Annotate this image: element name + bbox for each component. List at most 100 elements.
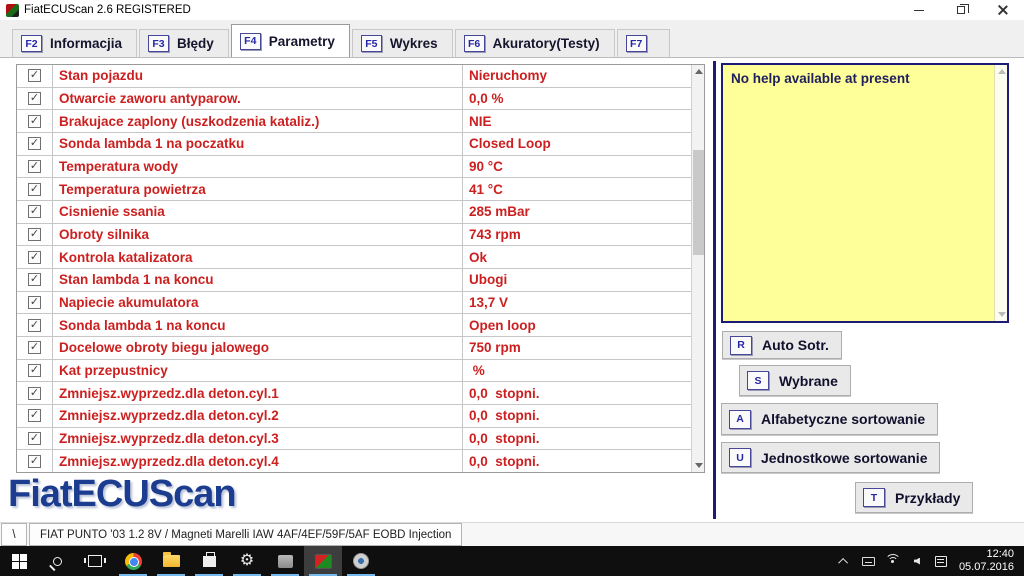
table-row[interactable]: ✓ Kontrola katalizatora Ok	[17, 246, 691, 270]
table-row[interactable]: ✓ Brakujace zaplony (uszkodzenia kataliz…	[17, 110, 691, 134]
taskbar-store[interactable]	[190, 546, 228, 576]
parameter-value: Ok	[469, 249, 488, 265]
row-checkbox[interactable]: ✓	[28, 273, 41, 287]
row-checkbox[interactable]: ✓	[28, 137, 41, 151]
parameter-value: 41 °C	[469, 181, 503, 197]
row-checkbox[interactable]: ✓	[28, 205, 41, 219]
keyboard-icon[interactable]	[857, 546, 881, 576]
task-view-button[interactable]	[76, 546, 114, 576]
table-row[interactable]: ✓ Zmniejsz.wyprzedz.dla deton.cyl.4 0,0 …	[17, 450, 691, 473]
row-checkbox[interactable]: ✓	[28, 341, 41, 355]
row-checkbox[interactable]: ✓	[28, 364, 41, 378]
auto-sort-button[interactable]: R Auto Sotr.	[722, 331, 842, 359]
taskbar-gray-app[interactable]	[266, 546, 304, 576]
table-row[interactable]: ✓ Stan lambda 1 na koncu Ubogi	[17, 269, 691, 292]
scroll-down-icon[interactable]	[692, 459, 705, 472]
row-checkbox[interactable]: ✓	[28, 318, 41, 332]
row-checkbox[interactable]: ✓	[28, 409, 41, 423]
panel-splitter	[713, 61, 716, 519]
close-button[interactable]	[982, 0, 1024, 20]
minimize-button[interactable]	[898, 0, 940, 20]
row-checkbox[interactable]: ✓	[28, 454, 41, 468]
restore-button[interactable]	[940, 0, 982, 20]
gear-icon: ⚙	[239, 552, 255, 569]
disc-icon	[353, 553, 369, 569]
tab-informacja[interactable]: F2 Informacjia	[12, 29, 138, 57]
alphabetical-sort-button[interactable]: A Alfabetyczne sortowanie	[721, 403, 939, 435]
start-button[interactable]	[0, 546, 38, 576]
scrollbar-thumb[interactable]	[693, 150, 704, 255]
table-row[interactable]: ✓ Napiecie akumulatora 13,7 V	[17, 291, 691, 315]
tab-wykres[interactable]: F5 Wykres	[351, 29, 453, 57]
unit-sort-button[interactable]: U Jednostkowe sortowanie	[721, 442, 941, 473]
row-checkbox[interactable]: ✓	[28, 386, 41, 400]
taskbar-media-app[interactable]	[342, 546, 380, 576]
row-checkbox[interactable]: ✓	[28, 182, 41, 196]
parameter-table: ✓ Stan pojazdu Nieruchomy ✓ Otwarcie zaw…	[16, 64, 705, 473]
button-label: Przykłady	[895, 489, 961, 506]
taskbar: ⚙ 12:40 05.07.2016	[0, 546, 1024, 576]
table-scrollbar[interactable]	[691, 65, 704, 472]
checkbox-cell: ✓	[17, 110, 53, 133]
volume-icon[interactable]	[905, 546, 929, 576]
tab-parametry[interactable]: F4 Parametry	[230, 24, 350, 57]
taskbar-fiatecuscan[interactable]	[304, 546, 342, 576]
parameter-name: Kontrola katalizatora	[53, 246, 463, 269]
taskbar-clock[interactable]: 12:40 05.07.2016	[953, 546, 1024, 576]
button-label: Auto Sotr.	[762, 337, 829, 353]
table-row[interactable]: ✓ Temperatura wody 90 °C	[17, 155, 691, 179]
examples-button[interactable]: T Przykłady	[855, 482, 974, 513]
status-bar: \ FIAT PUNTO '03 1.2 8V / Magneti Marell…	[0, 522, 1024, 546]
row-checkbox[interactable]: ✓	[28, 92, 41, 105]
table-row[interactable]: ✓ Obroty silnika 743 rpm	[17, 223, 691, 247]
table-row[interactable]: ✓ Stan pojazdu Nieruchomy	[17, 65, 691, 88]
table-row[interactable]: ✓ Otwarcie zaworu antyparow. 0,0 %	[17, 87, 691, 111]
selected-button[interactable]: S Wybrane	[739, 365, 851, 396]
checkbox-cell: ✓	[17, 269, 53, 291]
taskbar-settings[interactable]: ⚙	[228, 546, 266, 576]
help-scrollbar[interactable]	[994, 65, 1007, 321]
action-center-icon[interactable]	[929, 546, 953, 576]
help-scroll-down-icon[interactable]	[995, 308, 1008, 321]
table-row[interactable]: ✓ Sonda lambda 1 na koncu Open loop	[17, 314, 691, 338]
parameter-name: Napiecie akumulatora	[53, 291, 463, 314]
parameter-value: 0,0 stopni.	[469, 453, 540, 469]
status-drive: \	[1, 523, 27, 546]
row-checkbox[interactable]: ✓	[28, 228, 41, 242]
table-row[interactable]: ✓ Temperatura powietrza 41 °C	[17, 178, 691, 202]
taskbar-chrome[interactable]	[114, 546, 152, 576]
table-row[interactable]: ✓ Zmniejsz.wyprzedz.dla deton.cyl.2 0,0 …	[17, 405, 691, 428]
search-icon	[52, 556, 62, 566]
checkbox-cell: ✓	[17, 201, 53, 223]
tab-bledy[interactable]: F3 Błędy	[139, 29, 229, 57]
tab-akuratory[interactable]: F6 Akuratory(Testy)	[454, 29, 615, 57]
row-checkbox[interactable]: ✓	[28, 160, 41, 174]
table-row[interactable]: ✓ Sonda lambda 1 na poczatku Closed Loop	[17, 133, 691, 156]
parameter-value: 13,7 V	[469, 295, 509, 311]
tab-label: Parametry	[268, 33, 335, 49]
table-row[interactable]: ✓ Zmniejsz.wyprzedz.dla deton.cyl.3 0,0 …	[17, 427, 691, 451]
f5-keycap-icon: F5	[360, 35, 382, 52]
taskbar-file-explorer[interactable]	[152, 546, 190, 576]
checkbox-cell: ✓	[17, 427, 53, 450]
parameter-value: 0,0 %	[469, 91, 504, 106]
wifi-icon[interactable]	[881, 546, 905, 576]
tab-f7[interactable]: F7	[616, 29, 670, 57]
table-row[interactable]: ✓ Zmniejsz.wyprzedz.dla deton.cyl.1 0,0 …	[17, 382, 691, 406]
search-button[interactable]	[38, 546, 76, 576]
table-row[interactable]: ✓ Docelowe obroty biegu jalowego 750 rpm	[17, 337, 691, 360]
row-checkbox[interactable]: ✓	[28, 432, 41, 446]
help-scroll-up-icon[interactable]	[995, 65, 1008, 78]
table-row[interactable]: ✓ Kat przepustnicy %	[17, 359, 691, 383]
row-checkbox[interactable]: ✓	[28, 69, 41, 83]
table-row[interactable]: ✓ Cisnienie ssania 285 mBar	[17, 201, 691, 224]
scroll-up-icon[interactable]	[692, 65, 705, 78]
parameter-value: Closed Loop	[469, 136, 551, 152]
row-checkbox[interactable]: ✓	[28, 250, 41, 264]
tray-chevron-up-icon[interactable]	[833, 546, 857, 576]
row-checkbox[interactable]: ✓	[28, 296, 41, 310]
parameter-value: Open loop	[469, 317, 536, 333]
chrome-icon	[124, 552, 142, 570]
row-checkbox[interactable]: ✓	[28, 114, 41, 128]
store-bag-icon	[202, 551, 216, 567]
